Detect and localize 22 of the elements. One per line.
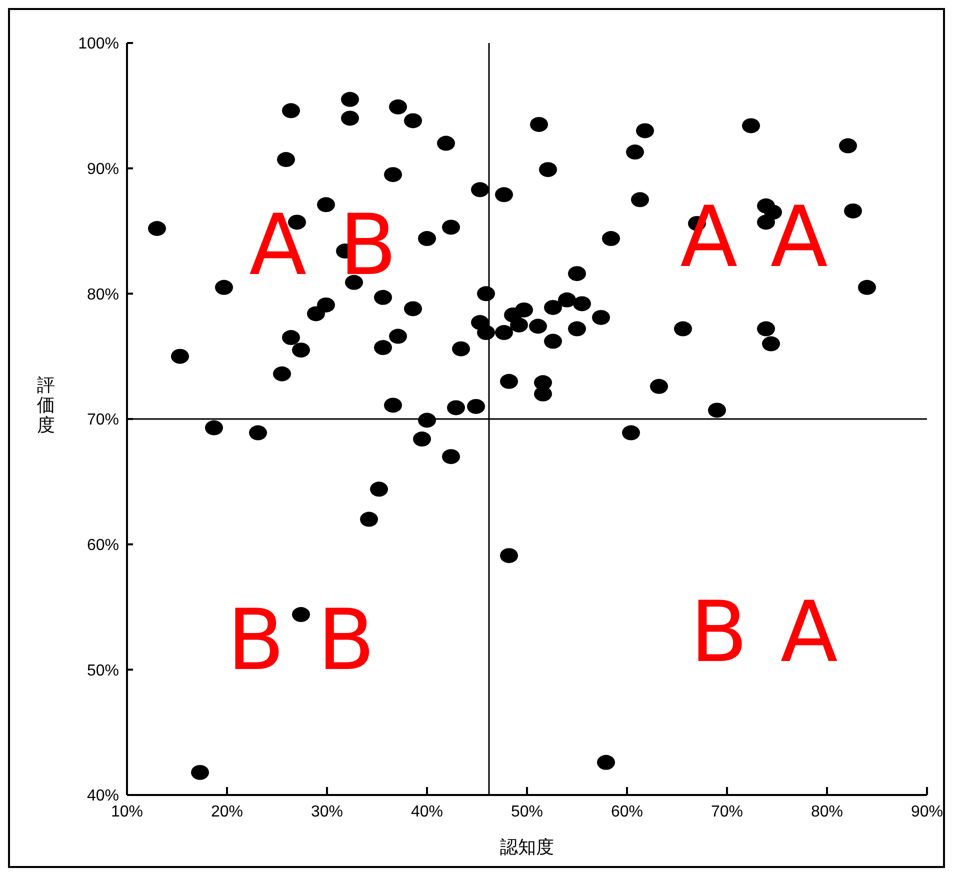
x-tick-label: 10% [110, 803, 144, 820]
x-tick-label: 20% [210, 803, 244, 820]
y-tick-label: 70% [86, 412, 119, 429]
annotation: B B [227, 591, 375, 689]
x-tick-label: 50% [510, 803, 544, 820]
y-tick-label: 100% [78, 36, 119, 53]
y-axis-title: 評価度 [37, 375, 55, 435]
x-tick-label: 40% [410, 803, 444, 820]
annotation: A A [680, 188, 828, 286]
y-tick-label: 40% [86, 788, 119, 805]
x-axis-title: 認知度 [500, 837, 554, 857]
x-tick-label: 60% [610, 803, 644, 820]
x-tick-label: 90% [910, 803, 944, 820]
annotation: B A [690, 583, 838, 681]
x-tick-label: 70% [710, 803, 744, 820]
x-tick-label: 30% [310, 803, 344, 820]
x-tick-label: 80% [810, 803, 844, 820]
y-tick-label: 80% [86, 286, 119, 304]
annotation: A B [249, 196, 397, 294]
y-tick-label: 90% [86, 161, 119, 178]
y-tick-label: 50% [86, 662, 119, 680]
y-tick-label: 60% [86, 537, 119, 554]
